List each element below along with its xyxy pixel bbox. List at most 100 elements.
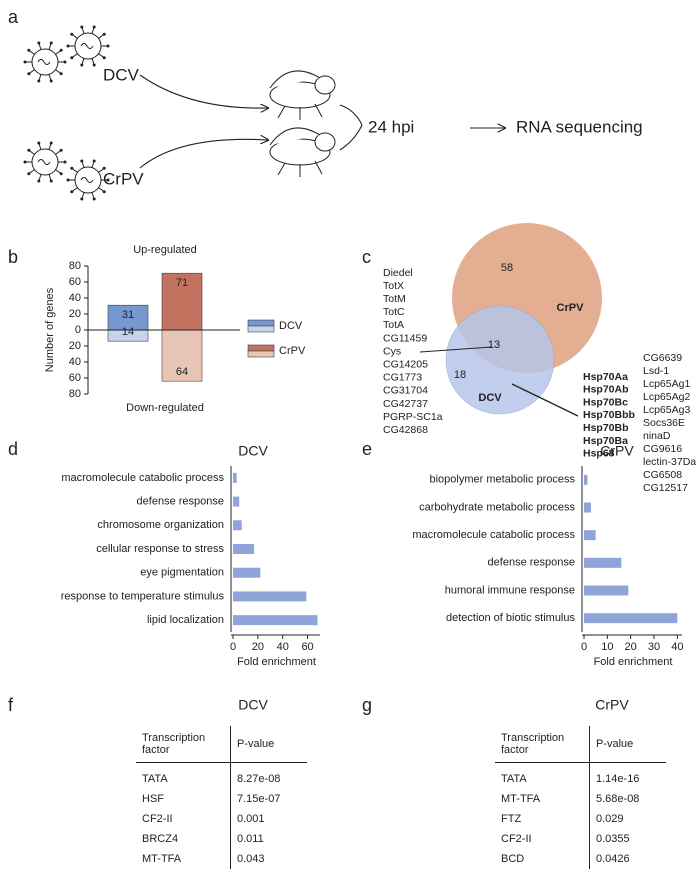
virus-spike-tip [63, 160, 67, 164]
x-tick-label: 10 [601, 641, 613, 653]
virus-icons [23, 25, 110, 201]
virus-label: CrPV [103, 169, 144, 188]
fly-top [269, 70, 336, 120]
virus-spike [29, 150, 35, 155]
bar [584, 585, 629, 596]
y-tick-label: cellular response to stress [96, 543, 224, 555]
gene-label: CG31704 [383, 385, 428, 397]
value-label: 71 [176, 277, 188, 289]
legend-swatch [247, 344, 275, 352]
gene-label: CG42868 [383, 424, 428, 436]
bar [107, 304, 149, 331]
gene-label: CG1773 [383, 372, 422, 384]
column-header: P-value [230, 726, 307, 763]
x-tick-label: 30 [648, 641, 660, 653]
gene-label: Hsp70Aa [583, 371, 628, 383]
table-cell: 5.68e-08 [596, 793, 640, 805]
virus-spike-tip [59, 172, 63, 176]
panel-label: a [8, 7, 19, 27]
legend-swatch [247, 319, 275, 327]
gene-label: TotX [383, 280, 404, 292]
virus-spike-tip [27, 172, 31, 176]
virus-spike-tip [59, 72, 63, 76]
virus-spike-tip [92, 197, 96, 201]
table-cell: BRCZ4 [136, 829, 231, 849]
legend-swatch [247, 325, 275, 333]
y-tick-label: chromosome organization [97, 519, 224, 531]
gene-label: TotC [383, 306, 405, 318]
venn-set-label: DCV [478, 392, 502, 404]
table-title: CrPV [595, 697, 629, 713]
virus-spike [91, 192, 95, 199]
y-tick-label: detection of biotic stimulus [446, 612, 576, 624]
virus-spike-tip [70, 32, 74, 36]
y-tick-label: 20 [69, 308, 81, 320]
gene-label: CG42737 [383, 398, 428, 410]
bar [584, 474, 588, 485]
bar [584, 613, 678, 624]
y-tick-label: 20 [69, 340, 81, 352]
virus-spike-tip [80, 159, 84, 163]
table-cell: CF2-II [495, 829, 590, 849]
gene-label: Hsp70Ab [583, 384, 629, 396]
venn-count: 58 [501, 262, 513, 274]
table-cell: HSF [136, 789, 231, 809]
fly-bottom [269, 127, 336, 177]
y-tick-label: carbohydrate metabolic process [419, 501, 575, 513]
virus-spike-tip [37, 41, 41, 45]
virus-spike-tip [59, 148, 63, 152]
pointer-line [511, 383, 579, 417]
virus-spike-tip [80, 63, 84, 67]
gene-label: CG6639 [643, 352, 682, 364]
bar [233, 591, 307, 602]
timepoint: 24 hpi [368, 117, 414, 136]
method: RNA sequencing [516, 117, 643, 136]
bar [161, 329, 203, 382]
virus-spike [48, 143, 52, 150]
panel-label: d [8, 439, 18, 459]
virus-spike [81, 27, 85, 34]
table-cell: TATA [495, 762, 590, 789]
virus-spike-tip [102, 166, 106, 170]
y-axis-label: Number of genes [44, 287, 56, 372]
virus-spike [48, 74, 52, 81]
gene-label: Cys [383, 345, 401, 357]
table-cell: 7.15e-07 [237, 793, 281, 805]
virus-spike [98, 168, 104, 173]
gene-label: Diedel [383, 267, 413, 279]
gene-label: Lcp65Ag1 [643, 378, 690, 390]
gene-label: lectin-37Da [643, 456, 696, 468]
bar [233, 520, 242, 531]
gene-label: Socs36E [643, 417, 685, 429]
virus-spike [91, 58, 95, 65]
virus-spike-tip [27, 72, 31, 76]
table-cell: MT-TFA [495, 789, 590, 809]
table-cell: MT-TFA [136, 849, 231, 869]
y-tick-label: macromolecule catabolic process [61, 472, 224, 484]
virus-rna [80, 43, 94, 49]
virus-spike [48, 174, 52, 181]
virus-spike-tip [70, 56, 74, 60]
virus-spike [72, 187, 78, 192]
gene-label: Lcp65Ag2 [643, 391, 690, 403]
virus-spike-tip [23, 160, 27, 164]
chart-title: CrPV [600, 443, 634, 459]
virus-spike [38, 74, 42, 81]
virus-rna [37, 159, 51, 165]
panel-label: c [362, 247, 371, 267]
virus-spike [72, 34, 78, 39]
gene-label: PGRP-SC1a [383, 411, 443, 423]
schematic-arrows [139, 74, 505, 169]
bar [584, 557, 622, 568]
virus-spike-tip [80, 197, 84, 201]
bar [233, 496, 240, 507]
virus-spike-tip [59, 48, 63, 52]
virus-spike-tip [66, 178, 70, 182]
value-label: 14 [122, 326, 134, 338]
table-cell: FTZ [495, 809, 590, 829]
virus-spike-tip [106, 178, 110, 182]
y-tick-label: 60 [69, 276, 81, 288]
virus-spike [72, 168, 78, 173]
gene-label: CG11459 [383, 332, 427, 344]
virus-spike [72, 53, 78, 58]
